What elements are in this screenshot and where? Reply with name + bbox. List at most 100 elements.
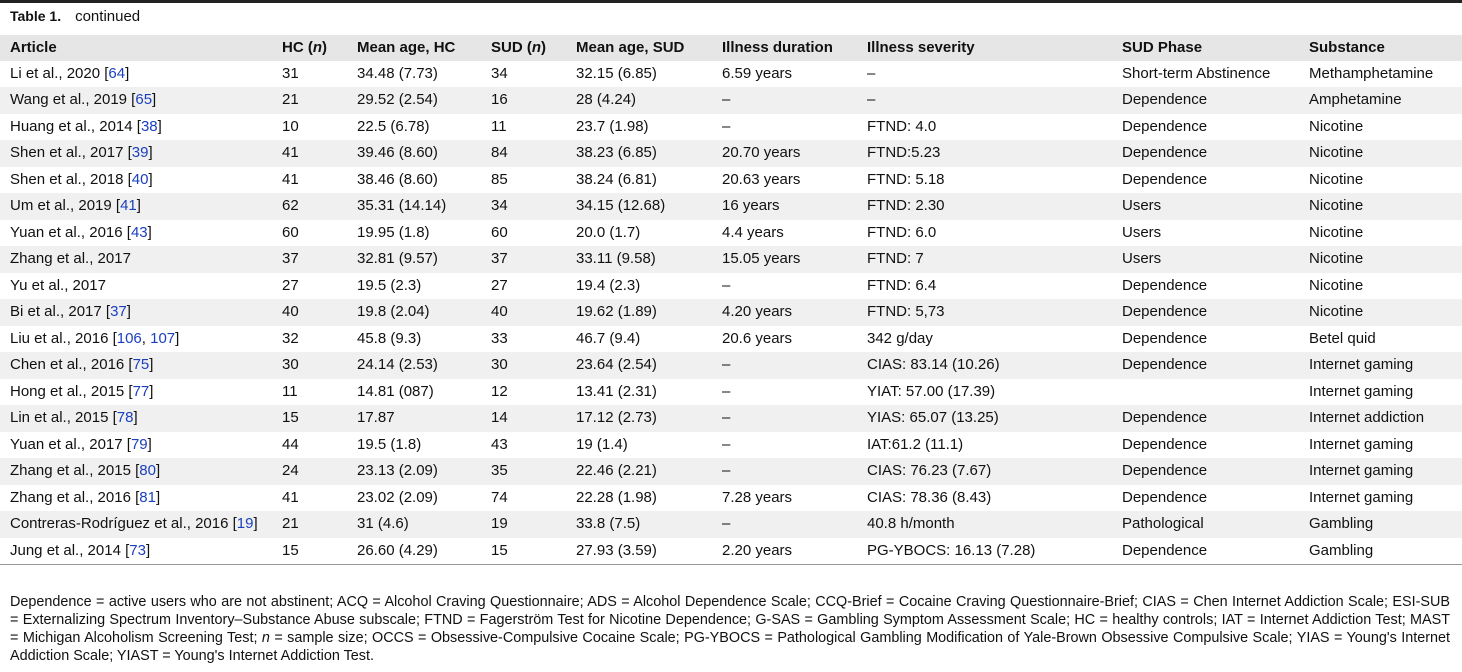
cell: IAT:61.2 (11.1) (867, 435, 964, 453)
cell: CIAS: 76.23 (7.67) (857, 458, 1112, 485)
cell: 19.5 (1.8) (357, 435, 422, 453)
table-body: Li et al., 2020 [64] 31 34.48 (7.73) 34 32.1… (0, 61, 1462, 565)
caption-text: continued (75, 8, 141, 25)
text-segment: Yu et al., 2017 (10, 276, 106, 294)
cell: 85 (491, 170, 508, 188)
table-row: Zhang et al., 2016 [81] 41 23.02 (2.09) 74 2… (0, 485, 1462, 512)
reference-link: 40 (131, 170, 149, 188)
reference-link: 107 (150, 329, 176, 347)
table-row: Um et al., 2019 [41] 62 35.31 (14.14) 34 34.… (0, 193, 1462, 220)
cell: Methamphetamine (1309, 64, 1434, 82)
table: Article HC (n) Mean age, HC SUD (n) Mean age… (0, 35, 1462, 565)
table-row: Shen et al., 2017 [39] 41 39.46 (8.60) 84 38… (0, 140, 1462, 167)
cell: 19.95 (1.8) (357, 223, 430, 241)
text-segment: Huang et al., 2014 [ (10, 117, 141, 135)
text-segment: ] (136, 197, 141, 214)
text-segment: Zhang et al., 2016 [ (10, 488, 140, 506)
text-segment: ] (148, 170, 153, 188)
cell: 14.81 (087) (357, 382, 434, 400)
cell: 40 (272, 299, 347, 326)
text-segment: Shen et al., 2017 [ (10, 144, 132, 161)
reference-link: 81 (139, 488, 156, 506)
cell: Betel quid (1309, 329, 1376, 347)
article-cell: Jung et al., 2014 [73] (0, 537, 272, 565)
cell: 17.12 (2.73) (566, 405, 712, 432)
cell: 32.15 (6.85) (576, 64, 657, 82)
text-segment: ] (175, 329, 180, 347)
cell: Users (1112, 193, 1299, 220)
text-segment: Contreras-Rodríguez et al., 2016 [ (10, 515, 237, 532)
cell: 34.48 (7.73) (357, 64, 438, 82)
cell: 11 (491, 117, 507, 135)
cell: Dependence (1112, 458, 1299, 485)
reference-link: 106 (116, 329, 142, 347)
cell: – (712, 87, 857, 114)
cell: 28 (4.24) (566, 87, 712, 114)
cell: – (712, 352, 857, 379)
italic-symbol: n (261, 630, 270, 646)
cell: 40.8 h/month (857, 511, 1112, 538)
cell: Dependence (1122, 488, 1208, 506)
cell: 11 (282, 382, 298, 400)
cell: 32.81 (9.57) (347, 246, 481, 273)
table-row: Yuan et al., 2016 [43] 60 19.95 (1.8) 60 20.… (0, 220, 1462, 247)
cell: 4.20 years (712, 299, 857, 326)
cell: 31 (282, 64, 299, 82)
table-row: Wang et al., 2019 [65] 21 29.52 (2.54) 16 28… (0, 87, 1462, 114)
article-cell: Contreras-Rodríguez et al., 2016 [19] (0, 511, 272, 538)
cell: Dependence (1112, 405, 1299, 432)
cell: 62 (272, 193, 347, 220)
article-cell: Liu et al., 2016 [106, 107] (0, 326, 272, 353)
cell: 22.28 (1.98) (576, 488, 657, 506)
cell: 2.20 years (712, 537, 857, 565)
text-segment: ] (145, 541, 151, 559)
article-cell: Yu et al., 2017 (0, 273, 272, 300)
table-row: Bi et al., 2017 [37] 40 19.8 (2.04) 40 19.62… (0, 299, 1462, 326)
reference-link: 37 (110, 303, 127, 320)
cell: 15.05 years (712, 246, 857, 273)
cell: 29.52 (2.54) (347, 87, 481, 114)
cell: 16 years (712, 193, 857, 220)
cell: – (712, 405, 857, 432)
cell: 6.59 years (722, 64, 793, 82)
column-header: HC (n) (272, 35, 347, 61)
reference-link: 73 (129, 541, 146, 559)
cell: 14 (481, 405, 566, 432)
cell: Dependence (1112, 140, 1299, 167)
text-segment: Zhang et al., 2015 [ (10, 462, 140, 479)
text-segment: Lin et al., 2015 [ (10, 409, 117, 426)
table-row: Liu et al., 2016 [106, 107] 32 45.8 (9.3) 3… (0, 326, 1462, 353)
cell: – (867, 64, 876, 82)
table-row: Hong et al., 2015 [77] 11 14.81 (087) 12 13.… (0, 379, 1462, 406)
cell: Nicotine (1299, 299, 1462, 326)
article-cell: Wang et al., 2019 [65] (0, 87, 272, 114)
text-segment: ] (155, 462, 161, 479)
table-row: Huang et al., 2014 [38] 10 22.5 (6.78) 11 23… (0, 114, 1462, 141)
cell: 84 (481, 140, 566, 167)
cell: Nicotine (1299, 193, 1462, 220)
cell: Dependence (1112, 352, 1299, 379)
table-row: Zhang et al., 2015 [80] 24 23.13 (2.09) 35 2… (0, 458, 1462, 485)
cell: Dependence (1122, 276, 1208, 294)
cell: YIAT: 57.00 (17.39) (867, 382, 996, 400)
cell: 16 (481, 87, 566, 114)
text-segment: Hong et al., 2015 [ (10, 382, 133, 400)
cell: Dependence (1112, 299, 1299, 326)
cell: 41 (272, 140, 347, 167)
cell: Dependence (1122, 117, 1208, 135)
header-row: Article HC (n) Mean age, HC SUD (n) Mean age… (0, 35, 1462, 61)
cell: 33.11 (9.58) (566, 246, 712, 273)
cell: Nicotine (1309, 223, 1364, 241)
cell: Gambling (1299, 511, 1462, 538)
cell: 19.4 (2.3) (576, 276, 641, 294)
article-cell: Zhang et al., 2016 [81] (0, 485, 272, 512)
cell: FTND: 5,73 (857, 299, 1112, 326)
cell: Users (1122, 223, 1162, 241)
cell: Internet gaming (1309, 488, 1414, 506)
article-cell: Huang et al., 2014 [38] (0, 114, 272, 141)
cell: 24.14 (2.53) (347, 352, 481, 379)
cell: 23.13 (2.09) (347, 458, 481, 485)
text-segment: ] (157, 117, 162, 135)
cell: Nicotine (1299, 140, 1462, 167)
